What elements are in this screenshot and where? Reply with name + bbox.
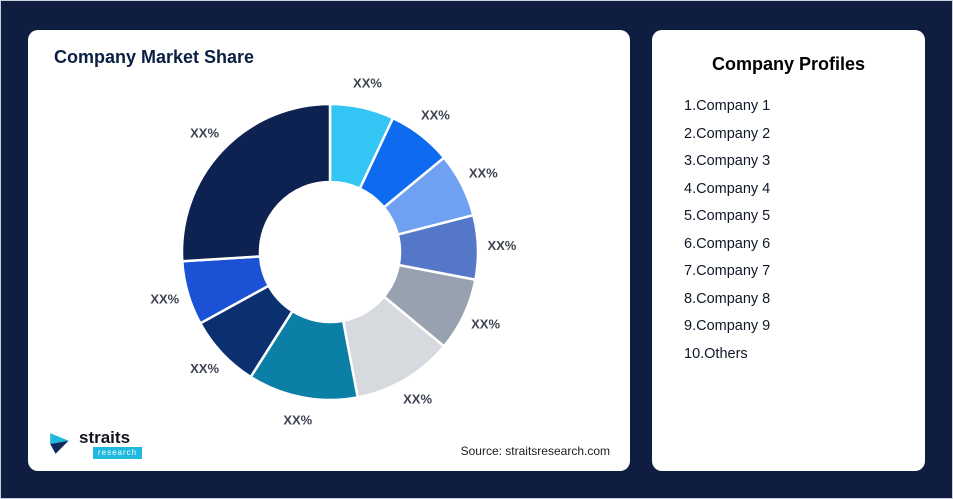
list-item: 8.Company 8 [684, 290, 771, 307]
straits-research-logo: straits research [48, 428, 143, 459]
straits-logo-icon [50, 433, 69, 454]
list-item: 2.Company 2 [684, 125, 771, 142]
segment-label: XX% [471, 317, 500, 332]
list-item: 3.Company 3 [684, 153, 771, 169]
list-item: 4.Company 4 [684, 180, 771, 197]
market-share-card: Company Market Share XX% XX% XX% XX% XX% XX% X… [28, 30, 630, 471]
profiles-title: Company Profiles [711, 54, 866, 74]
list-item: 1.Company 1 [684, 98, 771, 114]
logo-sub-brand-text: research [93, 447, 143, 459]
list-item: 9.Company 9 [684, 318, 771, 334]
donut-chart: XX% XX% XX% XX% XX% XX% XX% XX% XX% XX% [150, 76, 516, 428]
segment-label: XX% [469, 165, 498, 180]
segment-label: XX% [190, 126, 219, 141]
donut-segment-10 [180, 102, 332, 263]
logo-text: straits research [79, 428, 143, 459]
profiles-list: 1.Company 1 2.Company 2 3.Company 3 4.Co… [652, 93, 925, 368]
list-item: 10.Others [684, 345, 748, 362]
segment-label: XX% [403, 391, 432, 406]
list-item: 6.Company 6 [684, 235, 771, 252]
source-attribution: Source: straitsresearch.com [460, 444, 610, 458]
segment-label: XX% [283, 412, 312, 427]
list-item: 7.Company 7 [684, 263, 771, 279]
segment-label: XX% [487, 238, 516, 253]
logo-brand-text: straits [79, 428, 131, 447]
segment-label: XX% [190, 361, 219, 376]
segment-label: XX% [421, 108, 450, 123]
segment-label: XX% [150, 291, 179, 306]
company-profiles-card: Company Profiles 1.Company 1 2.Company 2… [652, 30, 925, 471]
segment-label: XX% [353, 76, 382, 91]
chart-title: Company Market Share [54, 47, 255, 67]
list-item: 5.Company 5 [684, 208, 771, 224]
